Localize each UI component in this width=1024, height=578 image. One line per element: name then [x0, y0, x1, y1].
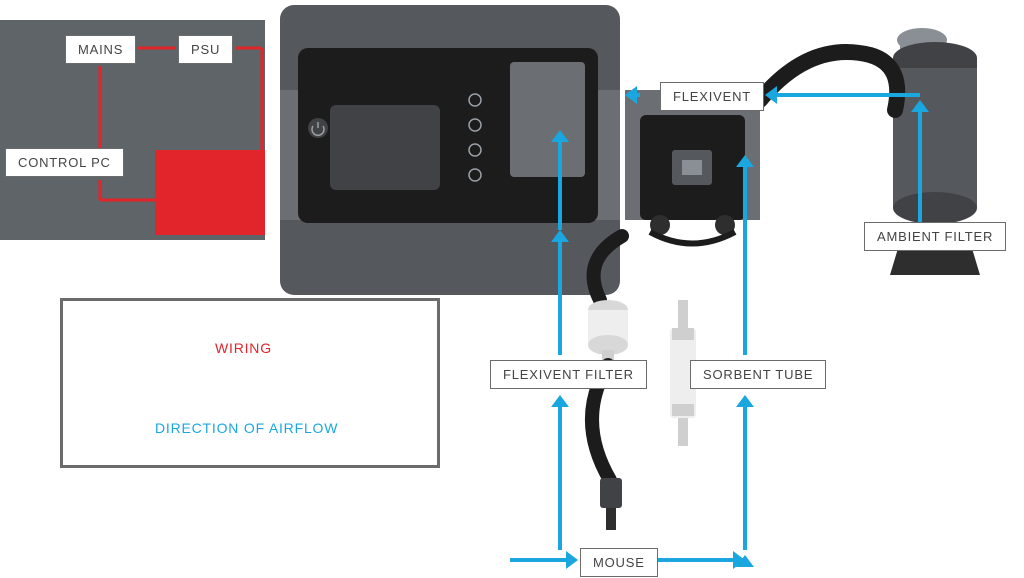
label-text: FLEXIVENT FILTER — [503, 367, 634, 382]
diagram-scene — [0, 0, 1024, 578]
label-text: MAINS — [78, 42, 123, 57]
legend-text: DIRECTION OF AIRFLOW — [155, 420, 338, 436]
main-device — [280, 5, 620, 295]
label-mains: MAINS — [65, 35, 136, 64]
label-mouse: MOUSE — [580, 548, 658, 577]
label-psu: PSU — [178, 35, 233, 64]
label-ambient-filter: AMBIENT FILTER — [864, 222, 1006, 251]
label-text: MOUSE — [593, 555, 645, 570]
label-control-pc: CONTROL PC — [5, 148, 124, 177]
label-flexivent-filter: FLEXIVENT FILTER — [490, 360, 647, 389]
label-text: SORBENT TUBE — [703, 367, 813, 382]
label-flexivent: FLEXIVENT — [660, 82, 764, 111]
legend-airflow-label: DIRECTION OF AIRFLOW — [155, 420, 338, 436]
label-text: FLEXIVENT — [673, 89, 751, 104]
legend-wiring-label: WIRING — [215, 340, 272, 356]
legend-text: WIRING — [215, 340, 272, 356]
label-text: AMBIENT FILTER — [877, 229, 993, 244]
legend-box — [60, 298, 440, 468]
label-text: CONTROL PC — [18, 155, 111, 170]
label-sorbent-tube: SORBENT TUBE — [690, 360, 826, 389]
label-text: PSU — [191, 42, 220, 57]
